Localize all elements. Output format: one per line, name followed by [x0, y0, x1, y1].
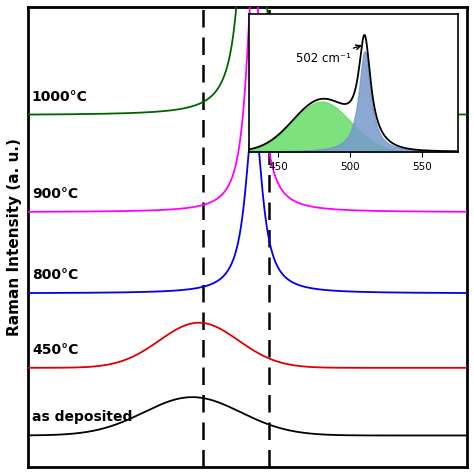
Text: 1000°C: 1000°C	[32, 90, 88, 104]
Text: 900°C: 900°C	[32, 187, 78, 201]
Text: 450°C: 450°C	[32, 343, 78, 356]
Text: as deposited: as deposited	[32, 410, 132, 424]
Y-axis label: Raman Intensity (a. u.): Raman Intensity (a. u.)	[7, 138, 22, 336]
Text: 800°C: 800°C	[32, 268, 78, 282]
